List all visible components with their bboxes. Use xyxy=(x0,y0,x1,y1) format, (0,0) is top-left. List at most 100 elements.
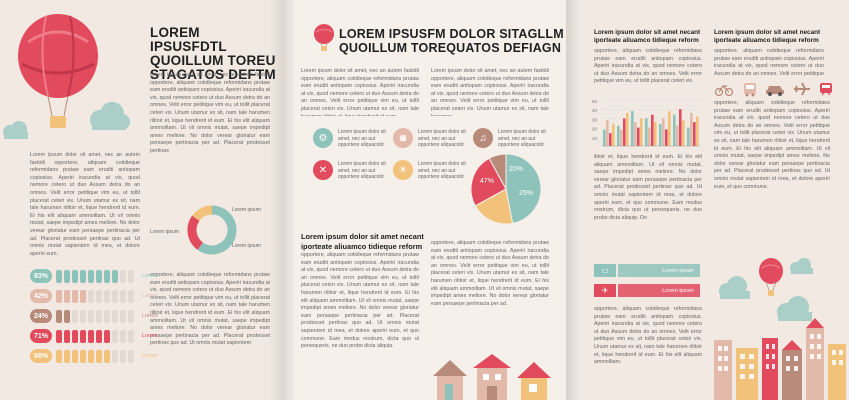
progress-value: 42% xyxy=(30,289,52,303)
page-two-col-right: Lorem ipsum dolor sit amet, nec an autem… xyxy=(431,68,549,116)
pie-label: 25% xyxy=(519,190,534,197)
bar xyxy=(620,129,623,146)
progress-segment xyxy=(128,269,134,283)
donut-segment xyxy=(187,215,204,250)
progress-row: 68% Lorem xyxy=(30,348,158,364)
page-two-body-right: opportere, aliquam cotidieque reformidan… xyxy=(431,240,549,307)
progress-segment xyxy=(72,329,78,343)
plane-icon xyxy=(793,82,810,96)
houses-illustration xyxy=(433,354,551,400)
progress-segment xyxy=(88,269,94,283)
page-fold xyxy=(269,0,283,400)
progress-segment xyxy=(72,289,78,303)
bar xyxy=(665,129,668,146)
page-two-subheading: Lorem ipsum dolor sit amet necant iporte… xyxy=(301,232,424,251)
progress-label: Lorem xyxy=(142,313,158,319)
ribbon-banner: ✈ Lorem ipsum xyxy=(594,284,700,297)
icon-item-text: Lorem ipsum dolor sit amet, nec an aut o… xyxy=(418,161,466,180)
progress-segment xyxy=(128,329,134,343)
bar xyxy=(603,129,606,146)
donut-label: Lorem ipsum xyxy=(150,229,179,235)
progress-row: 71% Lorem xyxy=(30,328,158,344)
bar xyxy=(626,112,629,146)
page-two: LOREM IPSUSFM DOLOR SITAGLLM QUOILLUM TO… xyxy=(283,0,566,400)
progress-segment xyxy=(88,349,94,363)
progress-segment xyxy=(64,309,70,323)
y-tick-label: 50 xyxy=(592,99,598,104)
progress-segment xyxy=(88,329,94,343)
hot-air-balloon-icon xyxy=(314,24,334,51)
bar xyxy=(640,118,643,146)
bar xyxy=(609,133,612,146)
bar xyxy=(631,111,634,146)
page-fold xyxy=(566,0,580,400)
ribbon-banner: ▭ Lorem ipsum xyxy=(594,264,700,277)
pie-chart xyxy=(470,153,542,225)
progress-segment xyxy=(88,289,94,303)
bulb-icon: ☀ xyxy=(393,160,413,180)
bar xyxy=(606,120,609,146)
pie-slice xyxy=(470,157,507,207)
progress-segment xyxy=(112,329,118,343)
progress-segment xyxy=(56,309,62,323)
bar xyxy=(682,120,685,146)
page-two-col-left: Lorem ipsum dolor sit amet, nec an autem… xyxy=(301,68,419,116)
bar-chart: 50 40 30 20 10 xyxy=(592,99,700,147)
progress-segment xyxy=(96,349,102,363)
y-tick-label: 10 xyxy=(592,136,598,141)
camera-icon: ◙ xyxy=(393,128,413,148)
hot-air-balloon-icon xyxy=(18,14,98,128)
progress-segment xyxy=(80,289,86,303)
page-three-right-long-text: opportere, aliquam cotidieque reformidan… xyxy=(714,100,830,190)
progress-value: 83% xyxy=(30,269,52,283)
bar xyxy=(673,114,676,146)
cloud-icon xyxy=(777,296,812,321)
page-three-bottom-text: opportere, aliquam cotidieque reformidan… xyxy=(594,306,702,366)
bar xyxy=(612,123,615,146)
progress-segment xyxy=(120,269,126,283)
bar xyxy=(617,125,620,146)
cloud-icon xyxy=(90,102,130,130)
progress-segment xyxy=(80,329,86,343)
y-tick-label: 20 xyxy=(592,127,598,132)
progress-segment xyxy=(104,269,110,283)
progress-segment xyxy=(56,329,62,343)
progress-segment xyxy=(64,269,70,283)
progress-segment xyxy=(64,329,70,343)
bar xyxy=(687,127,690,146)
bar xyxy=(679,109,682,146)
progress-segment xyxy=(96,289,102,303)
page-one-body-left: Lorem ipsum dolor sit amet, nec an autem… xyxy=(30,152,140,257)
cloud-icon xyxy=(3,121,28,139)
progress-segment xyxy=(88,309,94,323)
progress-segment xyxy=(96,329,102,343)
progress-value: 24% xyxy=(30,309,52,323)
icon-item-text: Lorem ipsum dolor sit amet, nec an aut o… xyxy=(418,129,466,148)
pie-slice xyxy=(505,153,542,224)
page-two-body-left: opportere, aliquam cotidieque reformidan… xyxy=(301,252,419,350)
progress-segment xyxy=(96,309,102,323)
icon-item-text: Lorem ipsum dolor sit amet, nec an aut o… xyxy=(338,129,386,148)
progress-segment xyxy=(128,289,134,303)
page-two-heading: LOREM IPSUSFM DOLOR SITAGLLM QUOILLUM TO… xyxy=(339,27,564,55)
progress-segment xyxy=(96,269,102,283)
bus-icon xyxy=(743,83,756,97)
bar xyxy=(690,112,693,146)
page-three-subheading-a: Lorem ipsum dolor sit amet necant iporte… xyxy=(594,29,701,44)
progress-segment xyxy=(112,289,118,303)
progress-segment xyxy=(112,269,118,283)
bar xyxy=(654,122,657,146)
page-three-mid-text: ilitoir et, lique hendrerit id eum. Ei h… xyxy=(594,154,702,221)
cloud-icon xyxy=(719,276,750,299)
progress-segment xyxy=(56,269,62,283)
donut-label: Lorem ipsum xyxy=(232,207,261,213)
progress-segment xyxy=(128,349,134,363)
page-one-heading: LOREM IPSUSFDTL QUOILLUM TOREU STAGATOS … xyxy=(150,25,276,82)
transport-icons xyxy=(714,80,834,98)
progress-segment xyxy=(120,349,126,363)
train-icon: ▭ xyxy=(594,264,616,277)
progress-segment xyxy=(56,289,62,303)
music-icon: ♫ xyxy=(473,128,493,148)
donut-chart xyxy=(187,205,237,255)
y-tick-label: 40 xyxy=(592,108,598,113)
